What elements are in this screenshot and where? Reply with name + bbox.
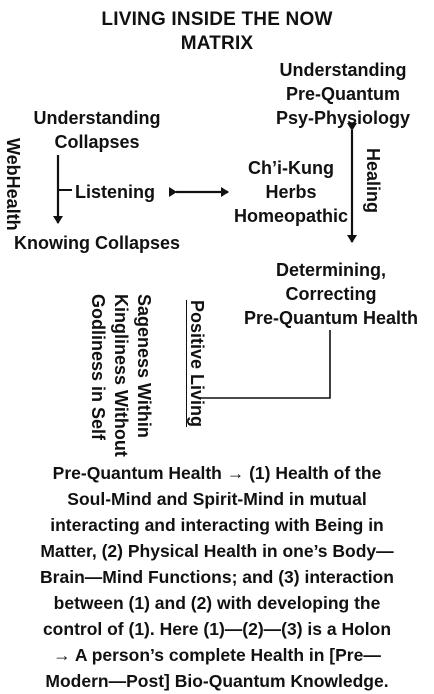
label-sageness-block: Sageness Within Kingliness Without Godli… (86, 294, 155, 457)
therapy-herbs: Herbs (265, 182, 317, 202)
caption-line-9: Modern—Post] Bio-Quantum Knowledge. (45, 671, 389, 691)
node-understanding-physiology-line-2: Pre-Quantum (285, 84, 400, 104)
sageness-line-3: Godliness in Self (88, 294, 108, 441)
node-determining-line-1: Determining, (275, 260, 386, 280)
therapy-chi-kung: Ch’i-Kung (248, 158, 334, 178)
caption-line-5: Brain—Mind Functions; and (3) interactio… (40, 567, 394, 587)
sageness-line-1: Sageness Within (134, 294, 154, 438)
node-therapies: Ch’i-Kung Herbs Homeopathic (232, 156, 350, 228)
sageness-line-2: Kingliness Without (111, 294, 131, 457)
label-webhealth: WebHealth (3, 138, 23, 231)
caption-line-2: Soul-Mind and Spirit-Mind in mutual (67, 489, 367, 509)
caption-line-8: → A person’s complete Health in [Pre— (53, 645, 381, 665)
node-understanding-physiology-line-3: Psy-Physiology (275, 108, 411, 128)
caption-block: Pre-Quantum Health → (1) Health of the S… (14, 460, 420, 694)
caption-line-4: Matter, (2) Physical Health in one’s Bod… (40, 541, 394, 561)
node-understanding-collapses-line-1: Understanding (33, 108, 161, 128)
label-positive-living: Positive Living (187, 300, 207, 428)
node-understanding-physiology: Understanding Pre-Quantum Psy-Physiology (258, 58, 428, 130)
node-understanding-collapses-line-2: Collapses (54, 132, 140, 152)
caption-line-7: control of (1). Here (1)—(2)—(3) is a Ho… (42, 619, 392, 639)
diagram-title: LIVING INSIDE THE NOW MATRIX (0, 8, 434, 56)
node-determining-line-3: Pre-Quantum Health (243, 308, 419, 328)
node-determining: Determining, Correcting Pre-Quantum Heal… (238, 258, 424, 330)
node-understanding-physiology-line-1: Understanding (279, 60, 407, 80)
caption-line-1: Pre-Quantum Health → (1) Health of the (52, 463, 382, 483)
therapy-homeopathic: Homeopathic (233, 206, 348, 226)
caption-line-3: interacting and interacting with Being i… (50, 515, 384, 535)
node-understanding-collapses: Understanding Collapses (22, 106, 172, 154)
node-knowing-collapses: Knowing Collapses (13, 233, 181, 253)
node-listening: Listening (75, 182, 155, 202)
bracket-to-positive-living (200, 330, 331, 399)
title-line-1: LIVING INSIDE THE NOW (101, 9, 333, 30)
title-line-2: MATRIX (180, 33, 254, 54)
label-healing: Healing (363, 148, 383, 214)
node-determining-line-2: Correcting (285, 284, 377, 304)
caption-line-6: between (1) and (2) with developing the (53, 593, 381, 613)
